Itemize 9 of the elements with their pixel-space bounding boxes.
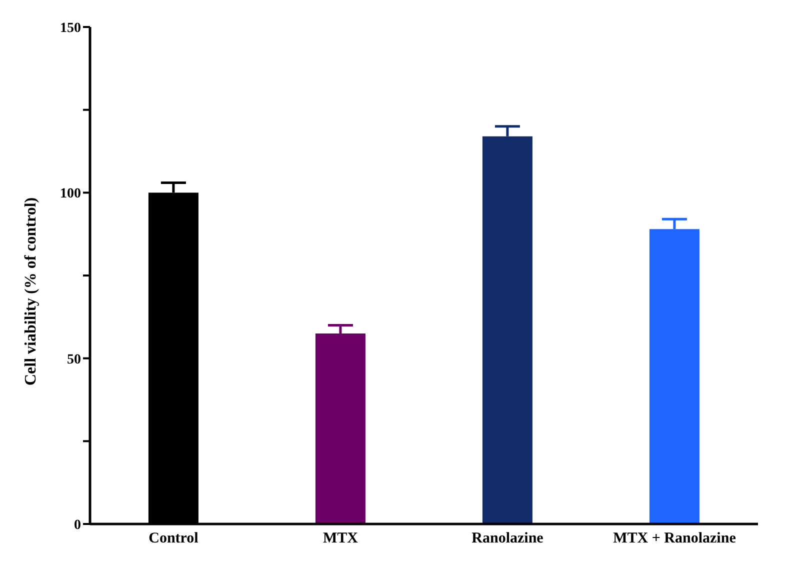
y-tick-label: 100	[60, 186, 81, 202]
x-tick-label: Control	[148, 530, 198, 547]
x-tick-label: MTX + Ranolazine	[613, 530, 736, 547]
y-tick-label: 50	[67, 352, 81, 368]
y-axis-title: Cell viability (% of control)	[22, 197, 40, 386]
y-tick-label: 150	[60, 20, 81, 36]
x-tick-label: Ranolazine	[472, 530, 544, 547]
y-tick-label: 0	[74, 518, 81, 533]
x-tick-label: MTX	[323, 530, 358, 547]
